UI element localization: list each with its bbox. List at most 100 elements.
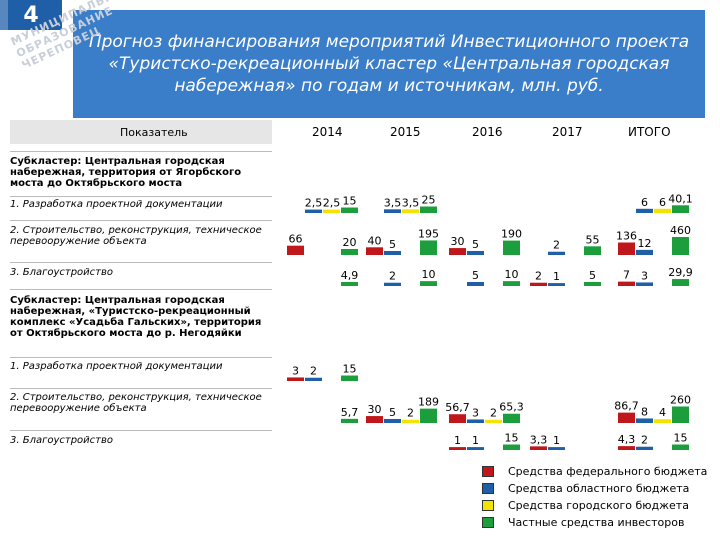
- bar-federal-row2-2015: [366, 247, 383, 255]
- data-label-private-row2-2016: 190: [501, 228, 522, 241]
- data-label-regional-row0-ИТОГО: 6: [641, 196, 648, 209]
- bar-city-row6-ИТОГО: [654, 419, 671, 423]
- data-label-federal-row7-2017: 3,3: [530, 433, 548, 446]
- legend-label-federal: Средства федерального бюджета: [508, 465, 708, 478]
- year-2017: 2017: [552, 125, 583, 139]
- bar-private-row2-2015: [420, 240, 437, 255]
- bar-federal-row2-2016: [449, 248, 466, 255]
- bar-regional-row7-ИТОГО: [636, 446, 653, 450]
- bar-private-row7-ИТОГО: [672, 444, 689, 450]
- bar-private-row2-2014: [341, 248, 358, 255]
- bar-city-row0-ИТОГО: [654, 208, 671, 213]
- data-label-regional-row6-2016: 3: [472, 406, 479, 419]
- slide-number: 4: [0, 0, 62, 30]
- row-separator: [10, 220, 272, 221]
- bar-city-row6-2015: [402, 419, 419, 423]
- data-label-private-row3-ИТОГО: 29,9: [668, 266, 693, 279]
- bar-private-row4-2014: [341, 375, 358, 381]
- bar-private-row2-ИТОГО: [672, 237, 689, 255]
- data-label-regional-row2-2017: 2: [553, 239, 560, 252]
- bar-regional-row6-ИТОГО: [636, 418, 653, 423]
- bar-federal-row7-2016: [449, 447, 466, 450]
- bar-private-row0-ИТОГО: [672, 205, 689, 213]
- row-label-subcluster-1: Субкластер: Центральная городская набере…: [10, 156, 242, 189]
- bar-regional-row7-2017: [548, 447, 565, 450]
- data-label-regional-row3-ИТОГО: 3: [641, 269, 648, 282]
- bar-private-row2-2017: [584, 246, 601, 255]
- data-label-federal-row4-2014: 3: [292, 364, 299, 377]
- data-label-regional-row7-2017: 1: [553, 434, 560, 447]
- bar-federal-row2-2014: [287, 245, 304, 255]
- bar-regional-row7-2016: [467, 447, 484, 450]
- bar-regional-row2-ИТОГО: [636, 249, 653, 255]
- data-label-city-row6-ИТОГО: 4: [659, 406, 666, 419]
- data-label-private-row6-2016: 65,3: [499, 401, 524, 414]
- bar-federal-row4-2014: [287, 377, 304, 381]
- legend-swatch-city: [482, 500, 494, 511]
- data-label-regional-row2-2015: 5: [389, 238, 396, 251]
- bar-private-row3-2017: [584, 281, 601, 286]
- year-2016: 2016: [472, 125, 503, 139]
- data-label-private-row6-2015: 189: [418, 396, 439, 409]
- row-separator: [10, 262, 272, 263]
- chart-title-text: Прогноз финансирования мероприятий Инвес…: [88, 32, 690, 96]
- row-label-landscaping-1: 3. Благоустройство: [10, 267, 114, 278]
- data-label-private-row7-ИТОГО: 15: [674, 432, 688, 445]
- bar-city-row0-2015: [402, 209, 419, 213]
- row-separator: [10, 430, 272, 431]
- data-label-federal-row2-2014: 66: [289, 233, 303, 246]
- data-label-federal-row6-2015: 30: [368, 403, 382, 416]
- row-label-design-1: 1. Разработка проектной документации: [10, 199, 223, 210]
- bar-private-row3-2015: [420, 281, 437, 286]
- data-label-regional-row4-2014: 2: [310, 365, 317, 378]
- data-label-city-row0-ИТОГО: 6: [659, 196, 666, 209]
- data-label-regional-row2-ИТОГО: 12: [638, 237, 652, 250]
- data-label-private-row2-ИТОГО: 460: [670, 224, 691, 237]
- data-label-federal-row7-2016: 1: [454, 434, 461, 447]
- bar-regional-row3-ИТОГО: [636, 282, 653, 286]
- bar-regional-row4-2014: [305, 377, 322, 381]
- data-label-private-row7-2016: 15: [505, 432, 519, 445]
- data-label-private-row6-2014: 5,7: [341, 406, 359, 419]
- row-label-landscaping-2: 3. Благоустройство: [10, 435, 114, 446]
- data-label-private-row3-2014: 4,9: [341, 269, 359, 282]
- bar-private-row3-2014: [341, 282, 358, 286]
- data-label-federal-row2-2016: 30: [451, 235, 465, 248]
- data-label-private-row3-2015: 10: [422, 268, 436, 281]
- data-label-regional-row6-ИТОГО: 8: [641, 405, 648, 418]
- row-label-subcluster-2: Субкластер: Центральная городская набере…: [10, 295, 262, 339]
- header-label: Показатель: [120, 126, 188, 139]
- bar-federal-row2-ИТОГО: [618, 242, 635, 255]
- bar-regional-row0-2014: [305, 209, 322, 213]
- year-2015: 2015: [390, 125, 421, 139]
- legend-swatch-private: [482, 517, 494, 528]
- data-label-private-row6-ИТОГО: 260: [670, 393, 691, 406]
- bar-regional-row2-2015: [384, 250, 401, 255]
- data-label-regional-row7-2016: 1: [472, 434, 479, 447]
- bar-regional-row2-2016: [467, 250, 484, 255]
- bar-private-row6-2016: [503, 413, 520, 423]
- row-separator: [10, 289, 272, 290]
- data-label-private-row3-2017: 5: [589, 269, 596, 282]
- data-label-federal-row6-2016: 56,7: [445, 401, 470, 414]
- data-label-city-row6-2016: 2: [490, 407, 497, 420]
- data-label-regional-row7-ИТОГО: 2: [641, 434, 648, 447]
- data-label-federal-row3-2017: 2: [535, 270, 542, 283]
- row-separator: [10, 196, 272, 197]
- bar-regional-row3-2015: [384, 282, 401, 286]
- row-separator: [10, 388, 272, 389]
- bar-private-row7-2016: [503, 444, 520, 450]
- data-label-regional-row3-2017: 1: [553, 270, 560, 283]
- data-label-private-row2-2014: 20: [343, 236, 357, 249]
- data-label-regional-row6-2015: 5: [389, 406, 396, 419]
- bar-private-row0-2014: [341, 207, 358, 213]
- bar-regional-row6-2016: [467, 419, 484, 423]
- bar-federal-row7-ИТОГО: [618, 446, 635, 450]
- data-label-federal-row2-ИТОГО: 136: [616, 230, 637, 243]
- data-label-regional-row0-2015: 3,5: [384, 196, 402, 209]
- data-label-federal-row3-ИТОГО: 7: [623, 269, 630, 282]
- data-label-regional-row0-2014: 2,5: [305, 197, 323, 210]
- data-label-private-row0-2015: 25: [422, 194, 436, 207]
- bar-city-row0-2014: [323, 209, 340, 213]
